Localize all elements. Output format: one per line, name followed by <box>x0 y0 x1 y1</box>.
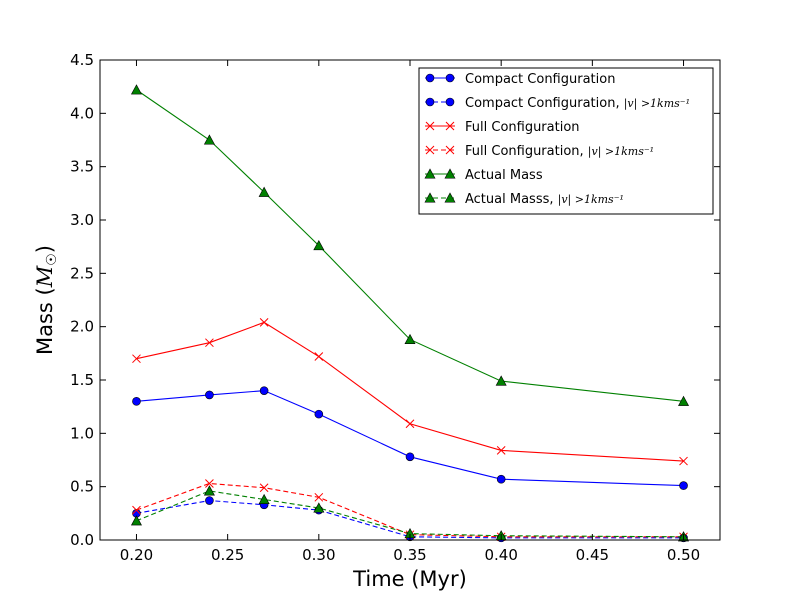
y-tick-label: 0.5 <box>70 478 94 496</box>
data-point <box>203 485 215 496</box>
data-point <box>205 479 214 488</box>
x-tick-label: 0.35 <box>393 546 426 564</box>
tick-layer: 0.20 0.25 0.30 0.35 0.40 0.45 0.50 0.0 0.5 1.0 1.5… <box>70 51 720 564</box>
y-tick-label: 1.5 <box>70 371 94 389</box>
data-point <box>258 186 270 197</box>
legend-label-text: Actual Mass <box>465 168 543 183</box>
legend-entry: Full Configuration, |v| >1kms⁻¹ <box>425 144 654 159</box>
legend-entry: Compact Configuration <box>425 72 615 87</box>
data-point <box>205 496 214 505</box>
x-tick-label: 0.20 <box>120 546 153 564</box>
data-point <box>313 239 325 251</box>
legend-label-text: Compact Configuration <box>465 72 615 87</box>
data-point <box>205 338 214 348</box>
legend-label: Actual Masss, |v| >1kms⁻¹ <box>465 192 624 207</box>
legend-marker <box>444 192 456 203</box>
legend-marker <box>425 97 435 107</box>
data-point <box>259 483 269 493</box>
data-point <box>132 354 141 364</box>
x-tick-label: 0.30 <box>302 546 335 564</box>
legend-entry: Actual Mass <box>424 168 543 183</box>
data-point <box>132 505 141 515</box>
legend-label: Compact Configuration, |v| >1kms⁻¹ <box>465 96 690 111</box>
x-tick-label: 0.50 <box>667 546 700 564</box>
legend-label-text: Actual Masss, <box>465 192 558 207</box>
data-point <box>679 481 688 490</box>
y-axis-title-close: ) <box>33 245 57 253</box>
data-point <box>314 409 324 419</box>
data-point <box>404 333 416 345</box>
legend-marker <box>425 121 435 131</box>
data-point <box>678 395 690 406</box>
y-axis-title-sub: ☉ <box>44 253 60 266</box>
y-axis-title: Mass (M☉) <box>33 245 60 355</box>
data-point <box>130 84 142 95</box>
legend-marker <box>445 97 455 107</box>
x-tick-label: 0.45 <box>576 546 609 564</box>
data-point <box>496 474 506 484</box>
x-tick-label: 0.40 <box>484 546 517 564</box>
series-5 <box>130 84 690 406</box>
data-point <box>130 515 142 526</box>
legend-marker <box>445 73 455 83</box>
legend-label-text: Full Configuration <box>465 120 580 135</box>
y-tick-label: 3.0 <box>70 211 94 229</box>
legend-label: Actual Mass <box>465 168 543 183</box>
data-point <box>132 397 141 406</box>
x-axis-title: Time (Myr) <box>352 567 467 591</box>
legend-marker <box>425 145 435 155</box>
x-tick-label: 0.25 <box>211 546 244 564</box>
data-point <box>259 386 269 395</box>
legend-label: Full Configuration, |v| >1kms⁻¹ <box>465 144 654 159</box>
series-3 <box>132 318 688 466</box>
legend-label-math: |v| >1kms⁻¹ <box>558 193 624 207</box>
data-point <box>496 446 506 455</box>
data-point <box>405 419 415 429</box>
y-tick-label: 0.0 <box>70 531 94 549</box>
legend: Compact Configuration Compact Configurati… <box>418 67 714 215</box>
series-6 <box>130 485 690 542</box>
series-layer <box>130 84 690 543</box>
legend-marker <box>425 73 435 83</box>
legend-marker <box>444 168 456 179</box>
legend-label: Compact Configuration <box>465 72 615 87</box>
data-point <box>205 390 214 400</box>
y-axis-title-math: M <box>33 265 57 288</box>
data-point <box>258 493 270 505</box>
data-point <box>679 456 688 466</box>
data-point <box>313 502 325 513</box>
y-tick-label: 2.0 <box>70 318 94 336</box>
legend-marker <box>424 192 436 203</box>
y-tick-label: 3.5 <box>70 158 94 176</box>
legend-label-math: |v| >1kms⁻¹ <box>588 145 654 159</box>
legend-box <box>418 67 714 215</box>
data-point <box>203 134 215 145</box>
data-point <box>405 452 415 462</box>
data-point <box>495 375 507 386</box>
y-tick-label: 4.5 <box>70 51 94 69</box>
legend-label-text: Full Configuration, <box>465 144 588 159</box>
data-point <box>314 492 324 502</box>
data-point <box>314 352 324 361</box>
legend-marker <box>445 121 455 131</box>
data-point <box>259 318 269 327</box>
legend-entry: Compact Configuration, |v| >1kms⁻¹ <box>425 96 690 111</box>
y-tick-label: 4.0 <box>70 104 94 122</box>
legend-label-text: Compact Configuration, <box>465 96 624 111</box>
y-tick-label: 2.5 <box>70 264 94 282</box>
series-1 <box>132 386 688 490</box>
legend-label: Full Configuration <box>465 120 580 135</box>
legend-entry: Full Configuration <box>425 120 580 135</box>
legend-label-math: |v| >1kms⁻¹ <box>624 97 690 111</box>
legend-entry: Actual Masss, |v| >1kms⁻¹ <box>424 192 624 207</box>
legend-marker <box>445 145 455 155</box>
legend-marker <box>424 168 436 179</box>
y-axis-title-text: Mass ( <box>33 287 57 355</box>
y-tick-label: 1.0 <box>70 424 94 442</box>
